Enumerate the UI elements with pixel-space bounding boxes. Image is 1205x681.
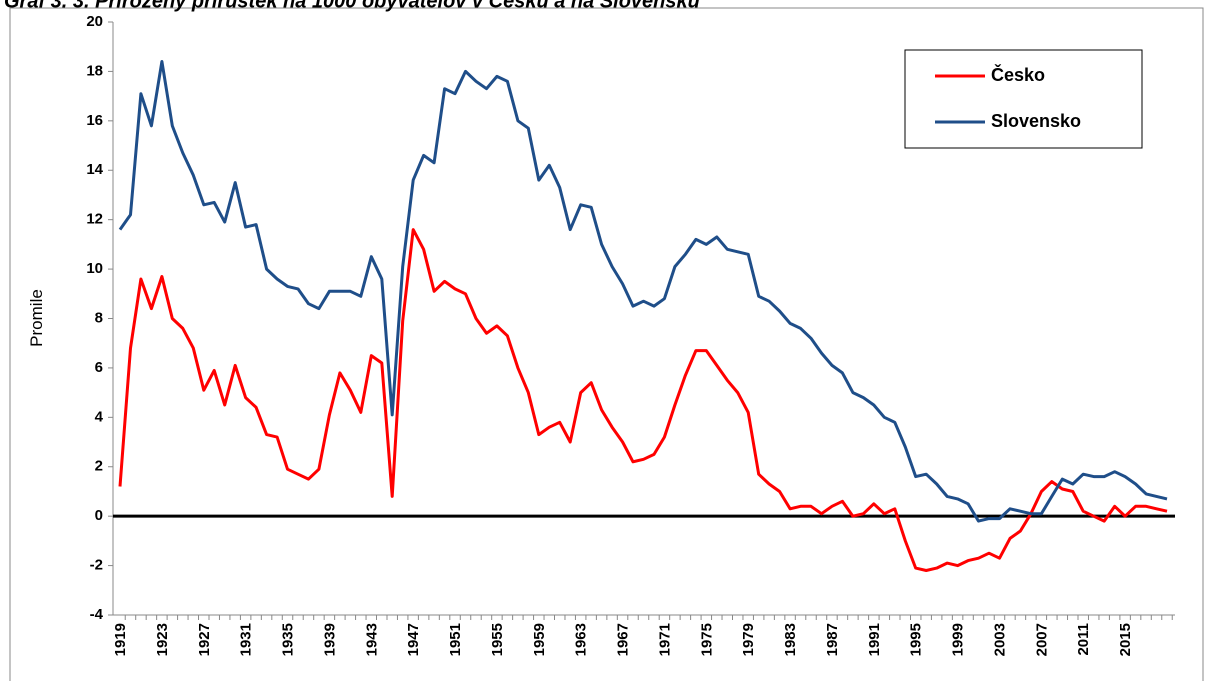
x-tick-label: 1923 bbox=[154, 623, 171, 656]
x-tick-label: 1955 bbox=[489, 623, 506, 656]
y-tick-label: 2 bbox=[95, 458, 103, 475]
y-tick-label: 10 bbox=[86, 260, 103, 277]
x-tick-label: 1951 bbox=[447, 623, 464, 656]
x-tick-label: 1975 bbox=[698, 623, 715, 656]
x-tick-label: 1999 bbox=[950, 623, 967, 656]
x-tick-label: 1947 bbox=[405, 623, 422, 656]
x-tick-label: 1943 bbox=[363, 623, 380, 656]
y-tick-label: 20 bbox=[86, 13, 103, 30]
y-tick-label: 12 bbox=[86, 211, 103, 228]
x-tick-label: 1935 bbox=[280, 623, 297, 656]
legend-label: Česko bbox=[991, 64, 1045, 85]
x-tick-label: 1927 bbox=[196, 623, 213, 656]
legend-box bbox=[904, 49, 1143, 149]
y-tick-label: 16 bbox=[86, 112, 103, 129]
x-tick-label: 1971 bbox=[656, 623, 673, 656]
x-tick-label: 1987 bbox=[824, 623, 841, 656]
x-tick-label: 1919 bbox=[112, 623, 129, 656]
y-tick-label: -2 bbox=[90, 557, 103, 574]
y-tick-label: -4 bbox=[90, 606, 104, 623]
x-tick-label: 1959 bbox=[531, 623, 548, 656]
y-tick-label: 14 bbox=[86, 161, 103, 178]
x-tick-label: 2003 bbox=[991, 623, 1008, 656]
x-tick-label: 1939 bbox=[321, 623, 338, 656]
y-tick-label: 18 bbox=[86, 62, 103, 79]
x-tick-label: 2011 bbox=[1075, 623, 1092, 656]
y-axis-label: Promile bbox=[27, 289, 46, 347]
legend-label: Slovensko bbox=[991, 111, 1081, 131]
chart-title: Graf 3. 3. Přirozený přírůstek na 1000 o… bbox=[4, 0, 700, 12]
chart-frame bbox=[9, 7, 1204, 681]
x-tick-label: 2007 bbox=[1033, 623, 1050, 656]
x-tick-label: 1979 bbox=[740, 623, 757, 656]
x-tick-label: 1963 bbox=[573, 623, 590, 656]
y-tick-label: 8 bbox=[95, 309, 103, 326]
x-tick-label: 1931 bbox=[238, 623, 255, 656]
series-line bbox=[118, 228, 1168, 572]
x-tick-label: 1995 bbox=[908, 623, 925, 656]
x-tick-label: 2015 bbox=[1117, 623, 1134, 656]
y-tick-label: 6 bbox=[95, 359, 103, 376]
y-tick-label: 4 bbox=[95, 408, 104, 425]
x-tick-label: 1967 bbox=[615, 623, 632, 656]
y-tick-label: 0 bbox=[95, 507, 103, 524]
x-tick-label: 1991 bbox=[866, 623, 883, 656]
series-line bbox=[118, 60, 1168, 523]
x-tick-label: 1983 bbox=[782, 623, 799, 656]
